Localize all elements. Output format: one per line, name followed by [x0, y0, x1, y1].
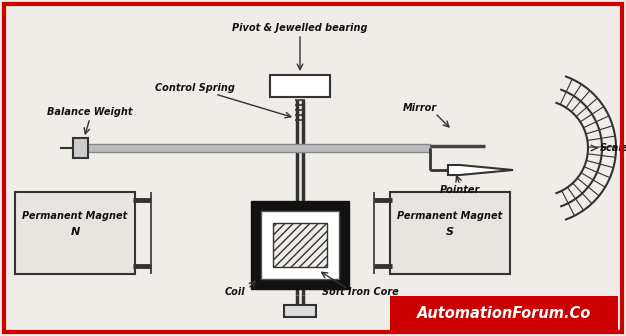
Bar [284, 305, 316, 317]
Polygon shape [78, 144, 430, 152]
Bar [390, 296, 618, 330]
Text: Pointer: Pointer [440, 185, 480, 195]
Text: Pivot & Jewelled bearing: Pivot & Jewelled bearing [232, 23, 367, 33]
Bar [261, 211, 339, 279]
Text: Mirror: Mirror [403, 103, 437, 113]
Text: N: N [70, 227, 80, 237]
Text: S: S [446, 227, 454, 237]
Text: AutomationForum.Co: AutomationForum.Co [417, 305, 591, 321]
Text: Balance Weight: Balance Weight [47, 107, 133, 117]
Bar [73, 138, 88, 158]
Text: Control Spring: Control Spring [155, 83, 235, 93]
Text: Permanent Magnet: Permanent Magnet [23, 211, 128, 221]
Bar [15, 192, 135, 274]
Text: Scale: Scale [600, 143, 626, 153]
Polygon shape [448, 165, 513, 175]
Bar [270, 75, 330, 97]
Bar [273, 223, 327, 267]
Text: Coil: Coil [225, 287, 245, 297]
Text: Permanent Magnet: Permanent Magnet [398, 211, 503, 221]
Bar [251, 201, 349, 289]
Bar [390, 192, 510, 274]
Text: Soft Iron Core: Soft Iron Core [322, 287, 398, 297]
